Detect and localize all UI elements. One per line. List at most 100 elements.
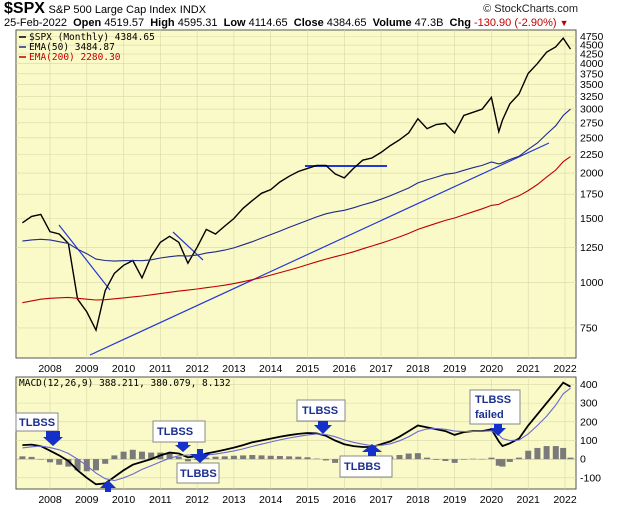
legend-ema200: EMA(200) 2280.30 bbox=[29, 52, 121, 63]
close-value: 4384.65 bbox=[326, 17, 367, 29]
macd-histogram-bar bbox=[184, 459, 191, 462]
price-y-tick-label: 4500 bbox=[580, 40, 604, 52]
source-credit: © StockCharts.com bbox=[483, 3, 578, 15]
price-x-tick-label: 2017 bbox=[369, 363, 393, 375]
annotation-tlbbs-2012: TLBBS bbox=[176, 449, 220, 484]
macd-histogram-bar bbox=[534, 447, 541, 460]
ema50-line bbox=[22, 108, 571, 262]
open-value: 4519.57 bbox=[104, 17, 145, 29]
price-x-tick-label: 2009 bbox=[75, 363, 99, 375]
price-y-tick-label: 1500 bbox=[580, 213, 604, 225]
symbol: $SPX bbox=[4, 0, 45, 17]
macd-x-tick-label: 2015 bbox=[296, 494, 320, 506]
price-x-tick-label: 2011 bbox=[149, 363, 172, 375]
down-triangle-icon: ▼ bbox=[559, 18, 569, 28]
price-y-tick-label: 4250 bbox=[580, 49, 604, 61]
macd-histogram-bar bbox=[212, 456, 219, 460]
low-label: Low bbox=[223, 17, 246, 29]
annotation-tlbss-2015: TLBSS bbox=[296, 399, 346, 434]
macd-histogram-bar bbox=[499, 459, 506, 467]
price-x-tick-label: 2012 bbox=[185, 363, 209, 375]
macd-histogram-bar bbox=[304, 457, 311, 460]
macd-histogram-bar bbox=[396, 455, 403, 460]
volume-value: 47.3B bbox=[414, 17, 444, 29]
annotation-tlbbs-2016: TLBBS bbox=[339, 444, 393, 478]
macd-histogram-bar bbox=[405, 453, 412, 460]
down-arrow-icon bbox=[490, 424, 506, 436]
chg-value: -130.90 (-2.90%) bbox=[473, 17, 557, 29]
macd-x-tick-label: 2017 bbox=[369, 494, 393, 506]
macd-x-tick-label: 2008 bbox=[38, 494, 62, 506]
macd-histogram-bar bbox=[286, 456, 293, 460]
price-y-tick-label: 750 bbox=[580, 322, 598, 334]
price-y-tick-label: 2750 bbox=[580, 117, 604, 129]
macd-histogram-bar bbox=[470, 458, 477, 460]
price-x-tick-labels: 2008 2009 2010 2011 2012 2013 2014 2015 2016 2017… bbox=[38, 363, 577, 375]
price-line bbox=[22, 37, 572, 333]
up-arrow-icon bbox=[100, 480, 116, 492]
annotation-label: TLBBS bbox=[180, 468, 217, 480]
macd-histogram-bar bbox=[47, 459, 53, 463]
macd-y-tick-label: 100 bbox=[580, 435, 598, 447]
macd-histogram-bar bbox=[28, 456, 35, 460]
macd-x-tick-label: 2013 bbox=[222, 494, 246, 506]
annotation-label: TLBSS bbox=[475, 394, 511, 406]
macd-histogram-bar bbox=[56, 459, 63, 465]
macd-y-tick-label: 0 bbox=[580, 454, 586, 466]
macd-histogram-bar bbox=[92, 459, 99, 471]
price-x-tick-label: 2015 bbox=[296, 363, 320, 375]
macd-x-tick-labels: 2008 2009 2010 2011 2012 2013 2014 2015 2016 2017… bbox=[38, 494, 577, 506]
macd-histogram-bar bbox=[567, 457, 574, 460]
macd-x-tick-label: 2011 bbox=[149, 494, 172, 506]
macd-histogram-bar bbox=[414, 453, 421, 460]
quote-line: 25-Feb-2022 Open 4519.57 High 4595.31 Lo… bbox=[4, 17, 569, 29]
price-x-tick-label: 2021 bbox=[517, 363, 541, 375]
annotations: TLBSS TLBSS TLBBS TLBSS TLBBS TLBSS fail… bbox=[15, 389, 521, 492]
macd-histogram-bar bbox=[332, 459, 339, 463]
macd-histogram-bar bbox=[120, 451, 127, 460]
macd-histogram-bar bbox=[203, 457, 210, 460]
macd-histogram-bar bbox=[424, 457, 431, 460]
chg-label: Chg bbox=[449, 17, 471, 29]
down-arrow-icon bbox=[175, 442, 191, 452]
up-arrow-icon bbox=[190, 449, 210, 463]
macd-x-tick-label: 2016 bbox=[333, 494, 357, 506]
close-label: Close bbox=[293, 17, 324, 29]
long-term-support-trendline bbox=[89, 142, 550, 356]
annotation-tlbss-failed-2020: TLBSS failed bbox=[469, 389, 521, 436]
macd-histogram-bar bbox=[74, 459, 81, 471]
price-y-tick-label: 3000 bbox=[580, 104, 604, 116]
macd-histogram-bar bbox=[552, 446, 559, 460]
macd-histogram-bar bbox=[479, 458, 486, 460]
macd-x-tick-label: 2014 bbox=[259, 494, 283, 506]
price-x-tick-label: 2008 bbox=[38, 363, 62, 375]
macd-x-tick-label: 2012 bbox=[185, 494, 209, 506]
price-x-tick-label: 2014 bbox=[259, 363, 283, 375]
annotation-label-sub: failed bbox=[475, 409, 504, 421]
price-x-tick-label: 2019 bbox=[443, 363, 467, 375]
annotation-label: TLBSS bbox=[302, 405, 338, 417]
macd-histogram-bar bbox=[295, 456, 302, 460]
annotation-label: TLBSS bbox=[19, 417, 55, 429]
macd-histogram-bar bbox=[221, 456, 228, 460]
macd-x-tick-label: 2009 bbox=[75, 494, 99, 506]
macd-histogram-bar bbox=[525, 450, 532, 460]
price-y-tick-label: 4000 bbox=[580, 58, 604, 70]
macd-histogram-bar bbox=[322, 459, 329, 461]
macd-histogram-bar bbox=[276, 455, 283, 460]
price-y-tick-label: 3750 bbox=[580, 68, 604, 80]
macd-histogram-bar bbox=[166, 453, 173, 460]
macd-histogram-bar bbox=[19, 456, 26, 460]
open-label: Open bbox=[73, 17, 102, 29]
macd-x-tick-label: 2022 bbox=[553, 494, 577, 506]
price-y-tick-label: 3500 bbox=[580, 79, 604, 91]
price-y-tick-label: 2250 bbox=[580, 149, 604, 161]
price-y-tick-label: 2500 bbox=[580, 132, 604, 144]
price-x-tick-label: 2022 bbox=[553, 363, 577, 375]
annotation-box bbox=[176, 462, 220, 484]
macd-histogram-bar bbox=[506, 459, 513, 462]
security-description: S&P 500 Large Cap Index bbox=[48, 4, 177, 16]
macd-y-tick-label: -100 bbox=[580, 472, 601, 484]
price-y-tick-label: 2000 bbox=[580, 168, 604, 180]
